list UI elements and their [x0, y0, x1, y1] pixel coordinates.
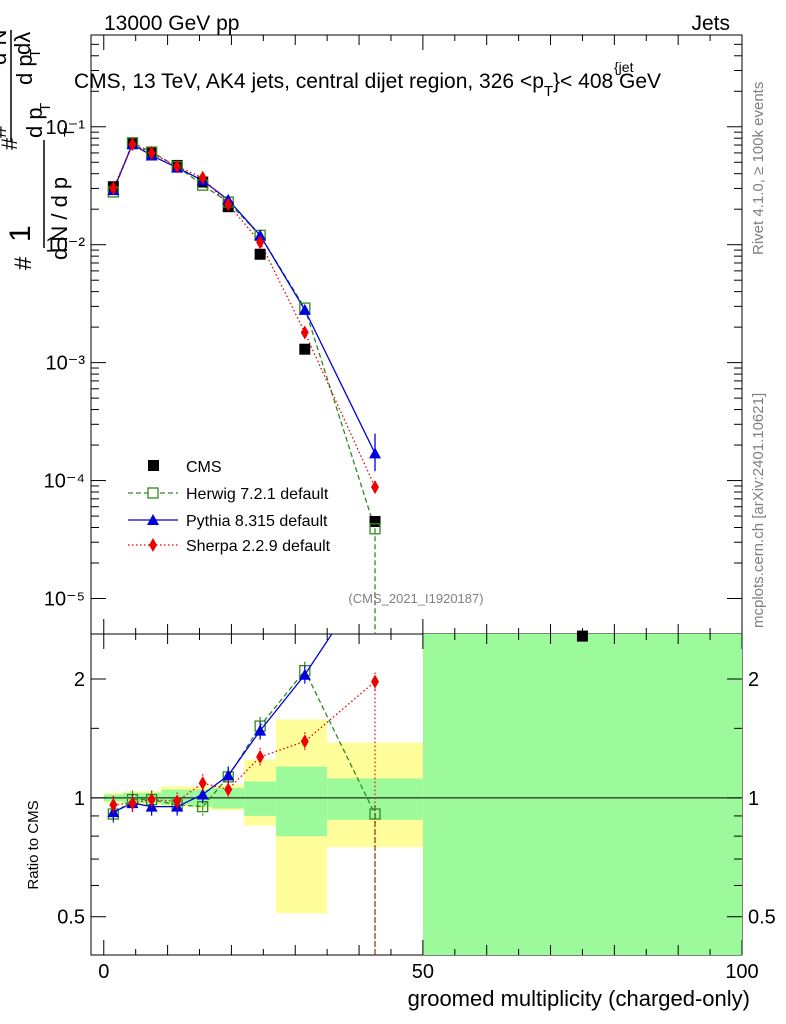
ylabel-t2: T	[37, 103, 54, 112]
ylabel-t3: T	[27, 49, 44, 58]
upper-point-sherpa	[147, 145, 156, 160]
ratio-point-sherpa	[147, 792, 156, 807]
lower-series	[107, 634, 381, 955]
ylabel-dpt: d p	[22, 107, 47, 138]
band-green	[244, 781, 277, 816]
jets-label: Jets	[691, 12, 730, 35]
upper-point-cms	[254, 248, 266, 260]
upper-line-herwig	[112, 141, 376, 634]
ratio-point-sherpa	[109, 797, 118, 812]
ratio-uncertainty-bands	[91, 634, 742, 955]
plot-title-main: CMS, 13 TeV, AK4 jets, central dijet reg…	[74, 70, 544, 93]
legend-pythia-marker	[147, 514, 159, 525]
legend-sherpa-marker	[149, 538, 157, 552]
ratio-point-sherpa	[198, 776, 207, 791]
ylabel-hash2: #	[0, 137, 22, 150]
plot-title-sup: {jet	[614, 59, 634, 75]
upper-point-pythia	[298, 303, 311, 315]
xtick-label: 100	[725, 961, 758, 983]
ratio-point-pythia	[298, 668, 311, 680]
upper-point-sherpa	[224, 197, 233, 212]
legend-sherpa-label: Sherpa 2.2.9 default	[186, 538, 331, 555]
ratio-point-sherpa	[300, 734, 309, 749]
ratio-series	[107, 634, 381, 955]
plot-title-sub: T	[544, 83, 553, 100]
analysis-watermark: (CMS_2021_I1920187)	[348, 591, 483, 606]
band-green	[327, 778, 423, 820]
plot-title-tail: }< 408 GeV	[553, 70, 661, 93]
legend-herwig-label: Herwig 7.2.1 default	[186, 486, 329, 503]
upper-ytick-label: 10⁻³	[46, 353, 86, 375]
upper-point-sherpa	[300, 325, 309, 340]
lower-ytick-label: 1	[74, 788, 85, 810]
upper-point-sherpa	[198, 170, 207, 185]
upper-point-sherpa	[128, 137, 137, 152]
upper-ytick-label: 10⁻⁵	[44, 588, 85, 610]
lower-ytick-label: 2	[74, 669, 85, 691]
upper-point-sherpa	[256, 235, 265, 250]
ratio-point-sherpa	[224, 782, 233, 797]
ylabel-one: 1	[4, 225, 37, 242]
ratio-point-pythia	[196, 788, 209, 800]
upper-axes: 10⁻¹ 10⁻² 10⁻³ 10⁻⁴ 10⁻⁵	[44, 34, 743, 634]
ratio-point-pythia	[222, 769, 235, 781]
lower-axes: 2 2 1 1 0.5 0.5 0 50 100	[57, 634, 776, 983]
legend-herwig-marker	[147, 487, 159, 499]
ylabel-hash3: #	[0, 125, 11, 138]
ylabel-t1: T	[61, 128, 78, 137]
upper-point-sherpa	[109, 181, 118, 196]
ratio-point-pythia	[254, 724, 267, 736]
ylabel-dndpt: d N / d p	[47, 177, 72, 260]
ylabel-dpt2: d p	[12, 54, 37, 85]
ylabel-dlam: dλ	[10, 32, 35, 55]
ratio-ylabel: Ratio to CMS	[25, 800, 42, 889]
upper-ylabel: # 1 d N / d p T # d p T # d²N d p T dλ	[0, 30, 78, 270]
upper-ytick-label: 10⁻¹	[46, 117, 86, 139]
mcplots-source: mcplots.cern.ch [arXiv:2401.10621]	[750, 393, 767, 628]
upper-point-herwig	[369, 523, 381, 535]
x-axis-label: groomed multiplicity (charged-only)	[408, 986, 750, 1011]
upper-point-cms	[299, 343, 311, 355]
lower-ytick-label: 0.5	[57, 907, 85, 929]
lower-ytick-label-right: 0.5	[748, 907, 776, 929]
upper-point-sherpa	[173, 159, 182, 174]
legend-cms-marker	[148, 460, 159, 471]
upper-point-cms	[369, 515, 381, 527]
upper-line-sherpa	[112, 143, 376, 488]
ylabel-hash1: #	[10, 256, 37, 270]
band-green	[422, 634, 742, 955]
ylabel-d2n: d²N	[0, 30, 11, 65]
upper-ytick-label: 10⁻⁴	[44, 471, 85, 493]
energy-label: 13000 GeV pp	[104, 12, 239, 35]
plot-title: CMS, 13 TeV, AK4 jets, central dijet reg…	[74, 70, 661, 100]
upper-ytick-label: 10⁻²	[46, 235, 86, 257]
upper-point-cms	[576, 630, 588, 642]
ratio-point-sherpa	[256, 749, 265, 764]
upper-series	[107, 137, 588, 642]
ratio-point-sherpa	[173, 794, 182, 809]
xtick-label: 0	[98, 961, 109, 983]
band-green	[276, 766, 328, 837]
ratio-point-sherpa	[128, 796, 137, 811]
upper-point-sherpa	[371, 480, 380, 495]
upper-point-pythia	[369, 447, 382, 459]
legend-pythia-label: Pythia 8.315 default	[186, 513, 328, 530]
legend: CMS Herwig 7.2.1 default Pythia 8.315 de…	[128, 459, 331, 555]
upper-point-pythia	[254, 229, 267, 241]
lower-ytick-label-right: 2	[748, 669, 759, 691]
rivet-version: Rivet 4.1.0, ≥ 100k events	[750, 82, 767, 255]
ratio-line-herwig	[112, 669, 376, 955]
xtick-label: 50	[412, 961, 434, 983]
legend-cms-label: CMS	[186, 459, 222, 476]
lower-ytick-label-right: 1	[748, 788, 759, 810]
